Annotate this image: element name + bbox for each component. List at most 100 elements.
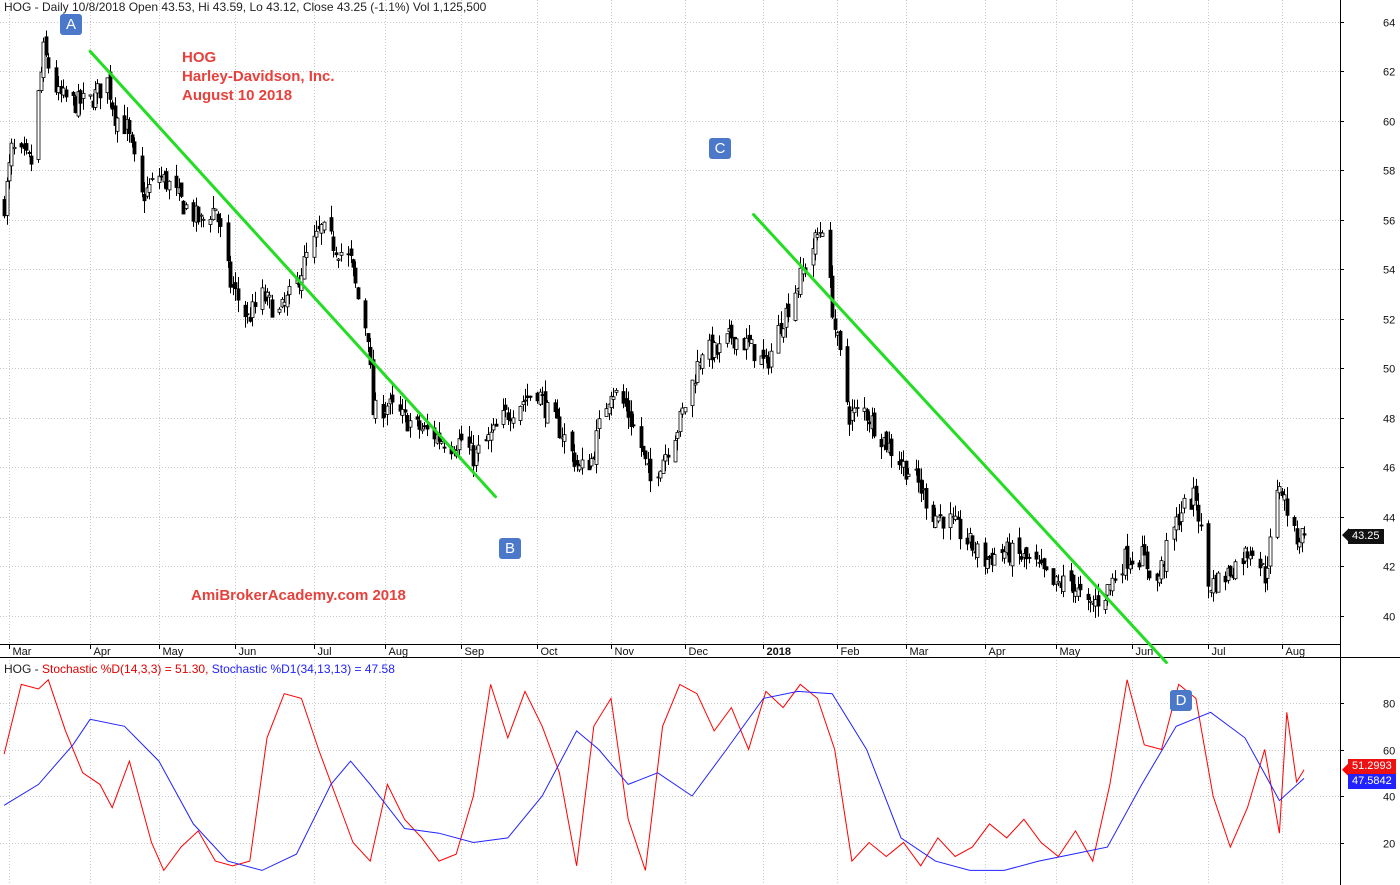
candle-body xyxy=(626,400,631,418)
candle-body xyxy=(41,41,46,79)
stoch-d1-label: Stochastic %D1(34,13,13) = 47.58 xyxy=(211,662,395,676)
candle-body xyxy=(761,349,766,359)
watermark-text: AmiBrokerAcademy.com 2018 xyxy=(191,587,406,604)
candle-body xyxy=(400,408,405,416)
candle-body xyxy=(1128,564,1133,570)
candle-body xyxy=(852,407,857,414)
candle-body xyxy=(580,459,585,469)
candle-body xyxy=(1073,590,1078,597)
x-tick-label: Mar xyxy=(13,646,32,658)
candle-body xyxy=(1196,504,1201,522)
annotation-block: HOG Harley-Davidson, Inc. August 10 2018 xyxy=(182,48,335,105)
candle-body xyxy=(1039,559,1044,564)
y-tick-label: 62 xyxy=(1383,67,1395,79)
y-tick-label: 46 xyxy=(1383,463,1395,475)
candle-body xyxy=(439,441,444,444)
candle-body xyxy=(919,479,924,494)
candle-body xyxy=(1159,560,1164,580)
stoch-d1-value-badge: 47.5842 xyxy=(1348,774,1396,789)
candle-body xyxy=(830,275,835,318)
candle-body xyxy=(570,431,575,452)
candle-body xyxy=(680,407,685,415)
candle-body xyxy=(78,90,83,104)
candle-body xyxy=(132,141,137,155)
x-tick-label: May xyxy=(1060,646,1081,658)
candle-body xyxy=(1125,545,1130,569)
stoch-d1-line xyxy=(3,690,1305,871)
candle-body xyxy=(695,361,700,383)
candle-body xyxy=(122,115,127,135)
candle-body xyxy=(1010,542,1015,567)
candle-body xyxy=(282,301,287,306)
candle-body xyxy=(535,392,540,402)
annotation-date: August 10 2018 xyxy=(182,87,293,104)
candle-body xyxy=(1297,541,1302,548)
stoch-d-value-badge: 51.2993 xyxy=(1348,759,1396,774)
candle-body xyxy=(142,193,147,202)
candle-body xyxy=(838,330,843,351)
stoch-y-tick-label: 60 xyxy=(1383,746,1395,758)
candle-body xyxy=(889,438,894,457)
candle-body xyxy=(614,389,619,393)
x-tick-label: Oct xyxy=(541,646,558,658)
y-tick-label: 52 xyxy=(1383,315,1395,327)
candle-body xyxy=(1282,494,1287,501)
x-tick-label: Apr xyxy=(94,646,111,658)
candle-body xyxy=(184,204,189,209)
x-tick-label: Feb xyxy=(841,646,860,658)
candle-body xyxy=(29,155,34,165)
candle-body xyxy=(489,431,494,441)
candle-body xyxy=(643,450,648,460)
candle-body xyxy=(1211,578,1216,594)
candle-body xyxy=(1302,533,1307,536)
candle-body xyxy=(181,200,186,215)
stoch-d-pointer xyxy=(1342,762,1349,777)
candle-body xyxy=(211,207,216,221)
candle-body xyxy=(538,391,543,405)
x-tick-label: Nov xyxy=(615,646,635,658)
candle-body xyxy=(828,229,833,278)
candle-body xyxy=(199,214,204,217)
candle-body xyxy=(752,344,757,362)
candle-body xyxy=(1078,583,1083,591)
candle-body xyxy=(764,355,769,357)
candle-body xyxy=(88,94,93,97)
candle-body xyxy=(1292,516,1297,526)
candle-body xyxy=(924,488,929,509)
candle-body xyxy=(1277,486,1282,494)
candle-body xyxy=(1093,599,1098,607)
candle-body xyxy=(56,86,61,93)
x-tick-label: Jul xyxy=(318,646,332,658)
candle-body xyxy=(105,77,110,94)
candle-body xyxy=(621,391,626,404)
candle-body xyxy=(845,346,850,403)
candle-body xyxy=(218,218,223,227)
candle-body xyxy=(115,117,120,132)
candle-body xyxy=(130,134,135,143)
candle-body xyxy=(260,287,265,310)
candle-body xyxy=(351,259,356,268)
candle-body xyxy=(793,292,798,321)
candle-body xyxy=(1182,497,1187,509)
candle-body xyxy=(353,267,358,284)
annotation-ticker: HOG xyxy=(182,49,217,66)
candle-body xyxy=(1002,551,1007,559)
candle-body xyxy=(641,445,646,452)
candle-body xyxy=(766,356,771,369)
candle-body xyxy=(707,339,712,360)
candle-body xyxy=(725,333,730,344)
candle-body xyxy=(174,175,179,188)
candle-body xyxy=(208,219,213,225)
candle-body xyxy=(5,180,10,216)
stoch-pane-title: HOG - Stochastic %D(14,3,3) = 51.30, Sto… xyxy=(4,662,395,676)
candle-body xyxy=(1147,570,1152,579)
downtrend-line xyxy=(88,49,498,499)
candle-body xyxy=(12,146,17,150)
candle-body xyxy=(24,143,29,151)
candle-body xyxy=(319,224,324,234)
candle-body xyxy=(334,252,339,256)
candle-body xyxy=(349,248,354,256)
x-tick-label: Sep xyxy=(465,646,485,658)
candle-body xyxy=(540,394,545,397)
